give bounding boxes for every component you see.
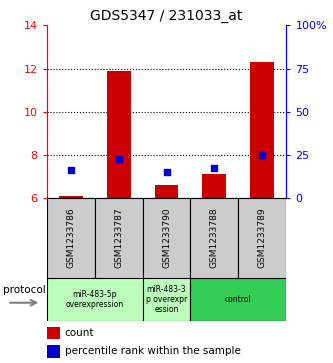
Bar bbox=[238, 198, 286, 278]
Text: protocol: protocol bbox=[3, 285, 46, 295]
Bar bbox=[95, 198, 143, 278]
Point bbox=[116, 156, 121, 162]
Text: GSM1233788: GSM1233788 bbox=[210, 207, 219, 268]
Text: count: count bbox=[65, 328, 94, 338]
Title: GDS5347 / 231033_at: GDS5347 / 231033_at bbox=[90, 9, 243, 23]
Bar bbox=[250, 62, 274, 198]
Bar bbox=[47, 345, 60, 358]
Text: control: control bbox=[225, 295, 252, 304]
Bar bbox=[190, 198, 238, 278]
Text: GSM1233787: GSM1233787 bbox=[114, 207, 123, 268]
Text: GSM1233786: GSM1233786 bbox=[66, 207, 75, 268]
Bar bbox=[47, 198, 95, 278]
Text: miR-483-3
p overexpr
ession: miR-483-3 p overexpr ession bbox=[146, 285, 187, 314]
Point bbox=[260, 152, 265, 158]
Text: miR-483-5p
overexpression: miR-483-5p overexpression bbox=[66, 290, 124, 309]
Point bbox=[164, 169, 169, 175]
Bar bbox=[202, 174, 226, 198]
Point bbox=[68, 167, 73, 173]
Bar bbox=[47, 327, 60, 339]
Bar bbox=[155, 185, 178, 198]
Bar bbox=[143, 278, 190, 321]
Point bbox=[212, 165, 217, 171]
Bar bbox=[47, 278, 143, 321]
Bar bbox=[107, 71, 131, 198]
Bar bbox=[143, 198, 190, 278]
Text: percentile rank within the sample: percentile rank within the sample bbox=[65, 346, 240, 356]
Bar bbox=[190, 278, 286, 321]
Text: GSM1233789: GSM1233789 bbox=[258, 207, 267, 268]
Text: GSM1233790: GSM1233790 bbox=[162, 207, 171, 268]
Bar bbox=[59, 196, 83, 198]
